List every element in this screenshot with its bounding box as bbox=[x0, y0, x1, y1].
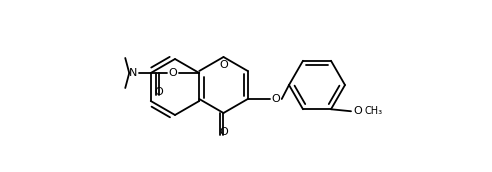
Text: O: O bbox=[168, 68, 177, 78]
Text: N: N bbox=[129, 68, 137, 78]
Text: O: O bbox=[155, 87, 164, 97]
Text: O: O bbox=[272, 94, 280, 104]
Text: O: O bbox=[219, 127, 228, 137]
Text: O: O bbox=[353, 106, 362, 116]
Text: O: O bbox=[219, 60, 228, 70]
Text: CH₃: CH₃ bbox=[365, 106, 383, 116]
